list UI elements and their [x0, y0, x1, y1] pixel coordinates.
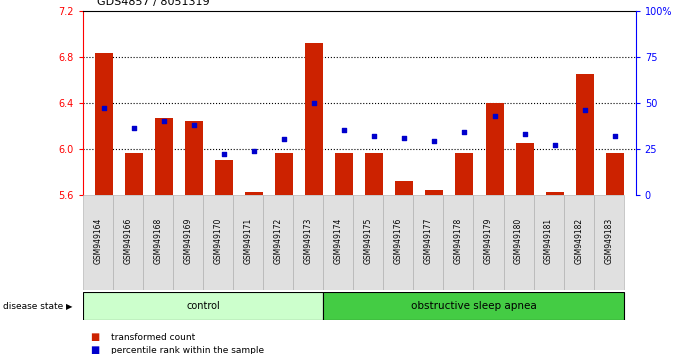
Text: control: control	[186, 301, 220, 311]
Point	[218, 152, 229, 157]
Bar	[233, 195, 263, 290]
Text: GSM949182: GSM949182	[574, 217, 583, 264]
Bar	[143, 195, 173, 290]
Bar	[444, 195, 473, 290]
Text: GSM949178: GSM949178	[454, 217, 463, 264]
Bar	[215, 160, 233, 195]
Point	[519, 131, 530, 137]
Text: GSM949168: GSM949168	[153, 217, 162, 264]
Point	[399, 135, 410, 141]
Point	[189, 122, 200, 127]
Bar	[564, 195, 594, 290]
Bar	[125, 153, 143, 195]
Point	[369, 133, 380, 139]
Text: GSM949177: GSM949177	[424, 217, 433, 264]
Text: GSM949181: GSM949181	[544, 217, 553, 264]
Bar	[173, 195, 203, 290]
Text: GSM949170: GSM949170	[214, 217, 223, 264]
Text: GSM949174: GSM949174	[334, 217, 343, 264]
Bar	[486, 103, 504, 195]
Bar	[263, 195, 293, 290]
Bar	[245, 192, 263, 195]
Text: GSM949171: GSM949171	[244, 217, 253, 264]
Bar	[323, 292, 624, 320]
Bar	[473, 195, 504, 290]
Bar	[83, 195, 113, 290]
Bar	[413, 195, 444, 290]
Bar	[504, 195, 533, 290]
Bar	[353, 195, 384, 290]
Bar	[293, 195, 323, 290]
Point	[98, 105, 109, 111]
Point	[549, 142, 560, 148]
Text: GSM949175: GSM949175	[364, 217, 373, 264]
Bar	[83, 292, 323, 320]
Point	[429, 138, 440, 144]
Point	[158, 118, 169, 124]
Bar	[275, 153, 293, 195]
Bar	[594, 195, 624, 290]
Text: GSM949164: GSM949164	[93, 217, 102, 264]
Bar	[546, 192, 564, 195]
Bar	[113, 195, 143, 290]
Text: GSM949172: GSM949172	[274, 217, 283, 264]
Point	[278, 137, 290, 142]
Point	[609, 133, 621, 139]
Bar	[323, 195, 353, 290]
Bar	[606, 153, 624, 195]
Text: disease state: disease state	[3, 302, 64, 311]
Text: GSM949176: GSM949176	[394, 217, 403, 264]
Bar	[426, 190, 444, 195]
Text: GDS4857 / 8051319: GDS4857 / 8051319	[97, 0, 209, 7]
Bar	[203, 195, 233, 290]
Text: GSM949169: GSM949169	[184, 217, 193, 264]
Bar	[335, 153, 353, 195]
Bar	[576, 74, 594, 195]
Text: ■: ■	[90, 346, 99, 354]
Text: GSM949166: GSM949166	[124, 217, 133, 264]
Bar	[185, 121, 203, 195]
Point	[459, 129, 470, 135]
Text: GSM949179: GSM949179	[484, 217, 493, 264]
Bar	[455, 153, 473, 195]
Text: percentile rank within the sample: percentile rank within the sample	[111, 346, 264, 354]
Text: obstructive sleep apnea: obstructive sleep apnea	[410, 301, 536, 311]
Text: GSM949173: GSM949173	[304, 217, 313, 264]
Point	[339, 127, 350, 133]
Bar	[95, 53, 113, 195]
Point	[579, 107, 590, 113]
Bar	[155, 118, 173, 195]
Point	[489, 113, 500, 118]
Point	[309, 100, 320, 105]
Text: ■: ■	[90, 332, 99, 342]
Bar	[305, 43, 323, 195]
Bar	[395, 181, 413, 195]
Text: ▶: ▶	[66, 302, 72, 311]
Text: GSM949183: GSM949183	[604, 217, 613, 264]
Bar	[384, 195, 413, 290]
Bar	[515, 143, 533, 195]
Bar	[366, 153, 384, 195]
Text: GSM949180: GSM949180	[514, 217, 523, 264]
Text: transformed count: transformed count	[111, 333, 195, 342]
Point	[249, 148, 260, 153]
Point	[129, 126, 140, 131]
Bar	[533, 195, 564, 290]
